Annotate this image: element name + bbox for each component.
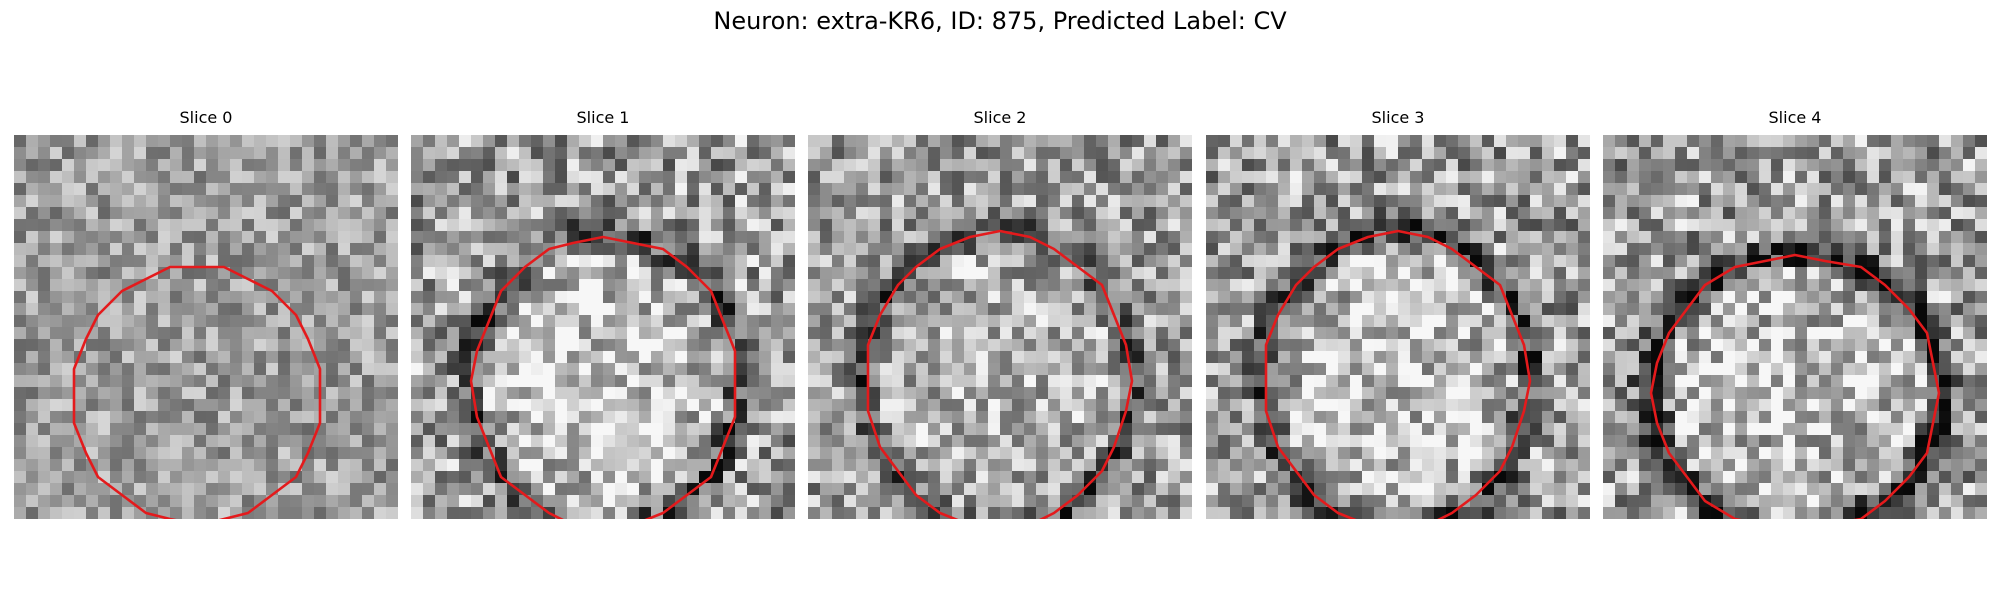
figure-title: Neuron: extra-KR6, ID: 875, Predicted La…: [713, 7, 1287, 35]
slice-panel-0: Slice 0: [14, 108, 398, 520]
pixel-grid: [411, 135, 795, 519]
pixel-grid: [1603, 135, 1987, 519]
slice-image-2: [808, 135, 1192, 519]
roi-contour: [1649, 253, 1941, 519]
slice-title-3: Slice 3: [1371, 108, 1425, 127]
slice-title-4: Slice 4: [1768, 108, 1822, 127]
slice-image-1: [411, 135, 795, 519]
roi-contour: [866, 229, 1134, 519]
pixel-grid: [1206, 135, 1590, 519]
roi-contour: [469, 235, 737, 519]
roi-contour: [1264, 229, 1532, 519]
slice-title-0: Slice 0: [179, 108, 233, 127]
slice-panel-3: Slice 3: [1206, 108, 1590, 520]
slice-title-2: Slice 2: [973, 108, 1027, 127]
slice-image-0: [14, 135, 398, 519]
slice-image-3: [1206, 135, 1590, 519]
slice-panel-2: Slice 2: [808, 108, 1192, 520]
slice-title-1: Slice 1: [576, 108, 630, 127]
slice-panel-4: Slice 4: [1603, 108, 1987, 520]
roi-contour: [72, 265, 322, 519]
pixel-grid: [808, 135, 1192, 519]
slice-panel-1: Slice 1: [411, 108, 795, 520]
slice-image-4: [1603, 135, 1987, 519]
pixel-grid: [14, 135, 398, 519]
